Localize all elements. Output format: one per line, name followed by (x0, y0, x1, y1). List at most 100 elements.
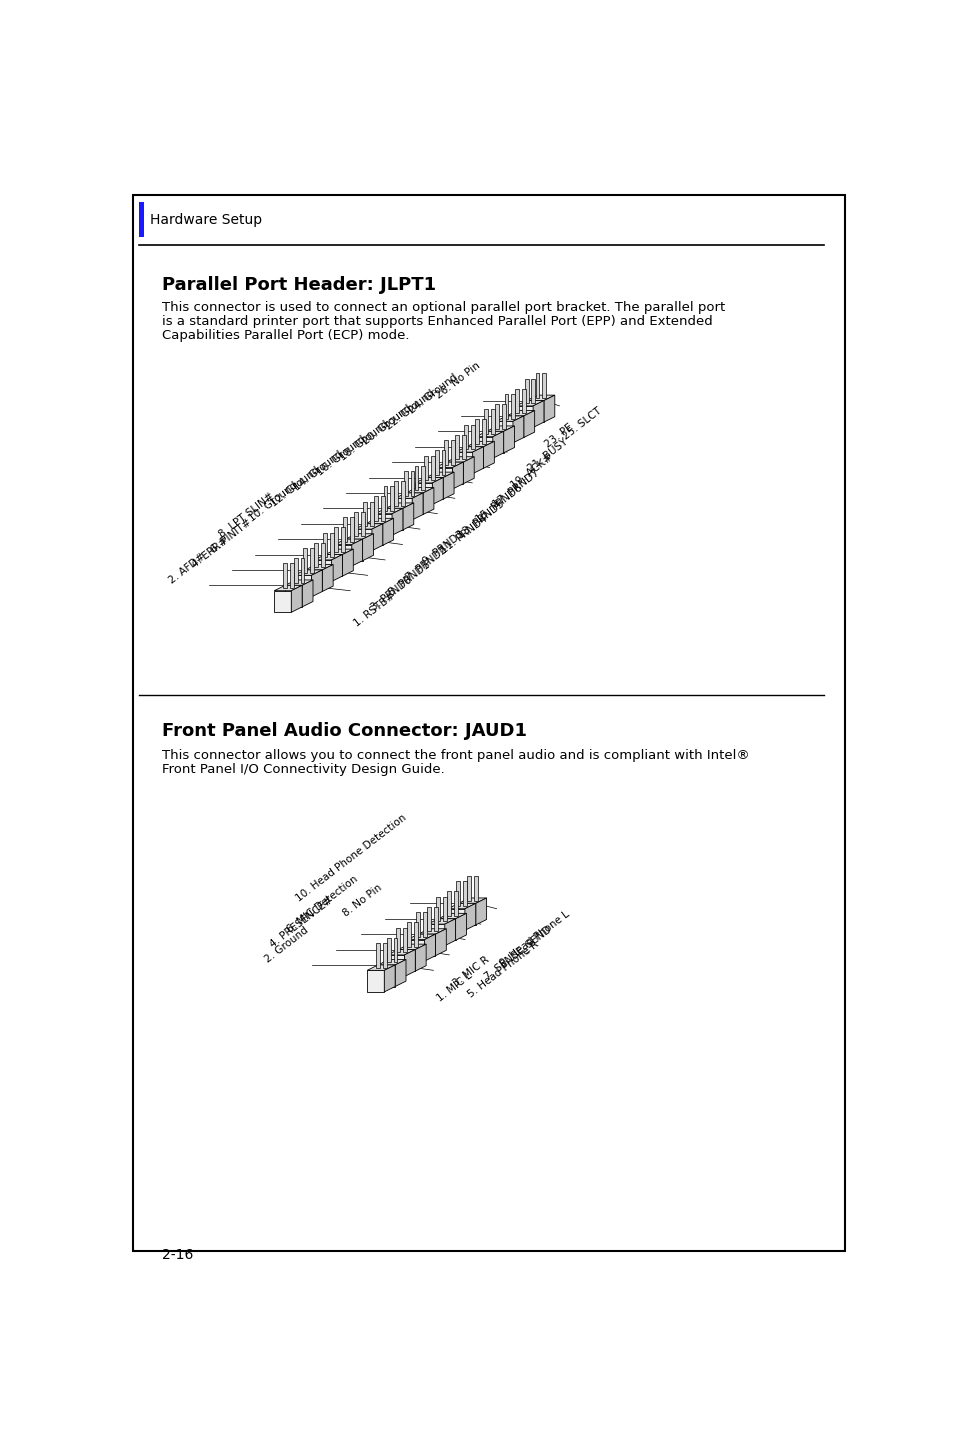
Polygon shape (335, 538, 362, 544)
Polygon shape (323, 533, 327, 557)
Polygon shape (456, 914, 466, 941)
Polygon shape (380, 497, 385, 521)
Text: 9. Head Phone L: 9. Head Phone L (497, 909, 571, 968)
Polygon shape (435, 929, 446, 955)
Polygon shape (483, 441, 494, 468)
Polygon shape (404, 949, 415, 977)
Polygon shape (402, 928, 406, 952)
Polygon shape (434, 906, 437, 931)
Polygon shape (350, 517, 354, 541)
Polygon shape (355, 528, 372, 551)
Text: Front Panel Audio Connector: JAUD1: Front Panel Audio Connector: JAUD1 (162, 722, 526, 740)
Polygon shape (533, 401, 543, 428)
Text: 1. RSTB#: 1. RSTB# (352, 591, 396, 629)
Polygon shape (501, 404, 505, 428)
Text: 1. MIC L: 1. MIC L (435, 971, 474, 1004)
Polygon shape (481, 420, 485, 444)
Polygon shape (504, 394, 508, 418)
Polygon shape (506, 411, 534, 415)
Polygon shape (531, 378, 535, 404)
Polygon shape (382, 944, 386, 968)
Text: 25. SLCT: 25. SLCT (560, 405, 603, 442)
Polygon shape (285, 586, 302, 607)
Text: Parallel Port Header: JLPT1: Parallel Port Header: JLPT1 (162, 276, 436, 294)
Polygon shape (407, 934, 435, 939)
Polygon shape (363, 501, 367, 527)
Polygon shape (451, 440, 455, 465)
Polygon shape (406, 487, 434, 493)
Polygon shape (466, 441, 494, 447)
Polygon shape (435, 450, 438, 475)
Polygon shape (392, 508, 402, 536)
Polygon shape (367, 971, 384, 992)
Text: 26. No Pin: 26. No Pin (434, 361, 481, 401)
Polygon shape (335, 544, 352, 566)
Polygon shape (467, 876, 471, 901)
Polygon shape (290, 563, 294, 589)
Polygon shape (311, 570, 322, 597)
Text: 8. No Pin: 8. No Pin (341, 882, 383, 919)
Polygon shape (410, 471, 414, 495)
Text: 21. BUSY: 21. BUSY (525, 437, 569, 474)
Text: 15. PRND6: 15. PRND6 (474, 483, 523, 524)
Polygon shape (403, 471, 407, 495)
Polygon shape (300, 558, 304, 583)
Text: 6. PINIT#: 6. PINIT# (209, 517, 253, 554)
Polygon shape (415, 465, 418, 490)
Polygon shape (367, 965, 395, 971)
Polygon shape (362, 534, 373, 561)
Polygon shape (516, 401, 543, 405)
Polygon shape (506, 415, 523, 438)
Polygon shape (401, 481, 405, 505)
Polygon shape (486, 425, 514, 431)
Polygon shape (375, 944, 379, 968)
Polygon shape (416, 912, 419, 937)
Polygon shape (340, 527, 344, 551)
Polygon shape (285, 580, 313, 586)
Text: 13. PRND5: 13. PRND5 (456, 498, 506, 540)
Polygon shape (345, 538, 362, 561)
Polygon shape (314, 543, 317, 567)
Polygon shape (436, 896, 439, 921)
Text: 19. ACK#: 19. ACK# (508, 453, 554, 490)
Polygon shape (334, 527, 337, 551)
Polygon shape (294, 558, 297, 583)
Polygon shape (496, 421, 513, 442)
Text: 24. Ground: 24. Ground (406, 372, 458, 415)
Polygon shape (438, 919, 456, 941)
Polygon shape (325, 554, 342, 576)
Text: 7. SENSE_SEND: 7. SENSE_SEND (482, 924, 553, 982)
Polygon shape (375, 514, 392, 536)
Polygon shape (322, 564, 333, 591)
Polygon shape (393, 938, 397, 962)
Polygon shape (446, 463, 463, 484)
Polygon shape (516, 405, 533, 428)
Text: 7. PRND2: 7. PRND2 (404, 544, 449, 583)
Polygon shape (472, 447, 483, 474)
Text: 16. Ground: 16. Ground (314, 434, 367, 477)
Polygon shape (320, 543, 324, 567)
Text: 10. Ground: 10. Ground (247, 480, 298, 524)
Polygon shape (446, 457, 474, 463)
Polygon shape (325, 548, 353, 554)
Polygon shape (452, 463, 463, 490)
Polygon shape (390, 487, 394, 511)
Polygon shape (394, 481, 398, 505)
Polygon shape (503, 425, 514, 453)
Polygon shape (385, 508, 402, 530)
Polygon shape (387, 955, 404, 977)
Polygon shape (435, 467, 452, 490)
Text: This connector allows you to connect the front panel audio and is compliant with: This connector allows you to connect the… (162, 749, 749, 762)
Text: 2. Ground: 2. Ground (263, 925, 310, 965)
Polygon shape (443, 440, 448, 465)
Polygon shape (476, 898, 486, 925)
Polygon shape (412, 493, 422, 520)
Polygon shape (442, 896, 447, 921)
Polygon shape (303, 548, 307, 573)
Polygon shape (407, 939, 424, 961)
Polygon shape (535, 374, 538, 398)
Polygon shape (454, 891, 457, 916)
Polygon shape (493, 431, 503, 458)
Polygon shape (342, 548, 353, 576)
Polygon shape (418, 934, 435, 955)
